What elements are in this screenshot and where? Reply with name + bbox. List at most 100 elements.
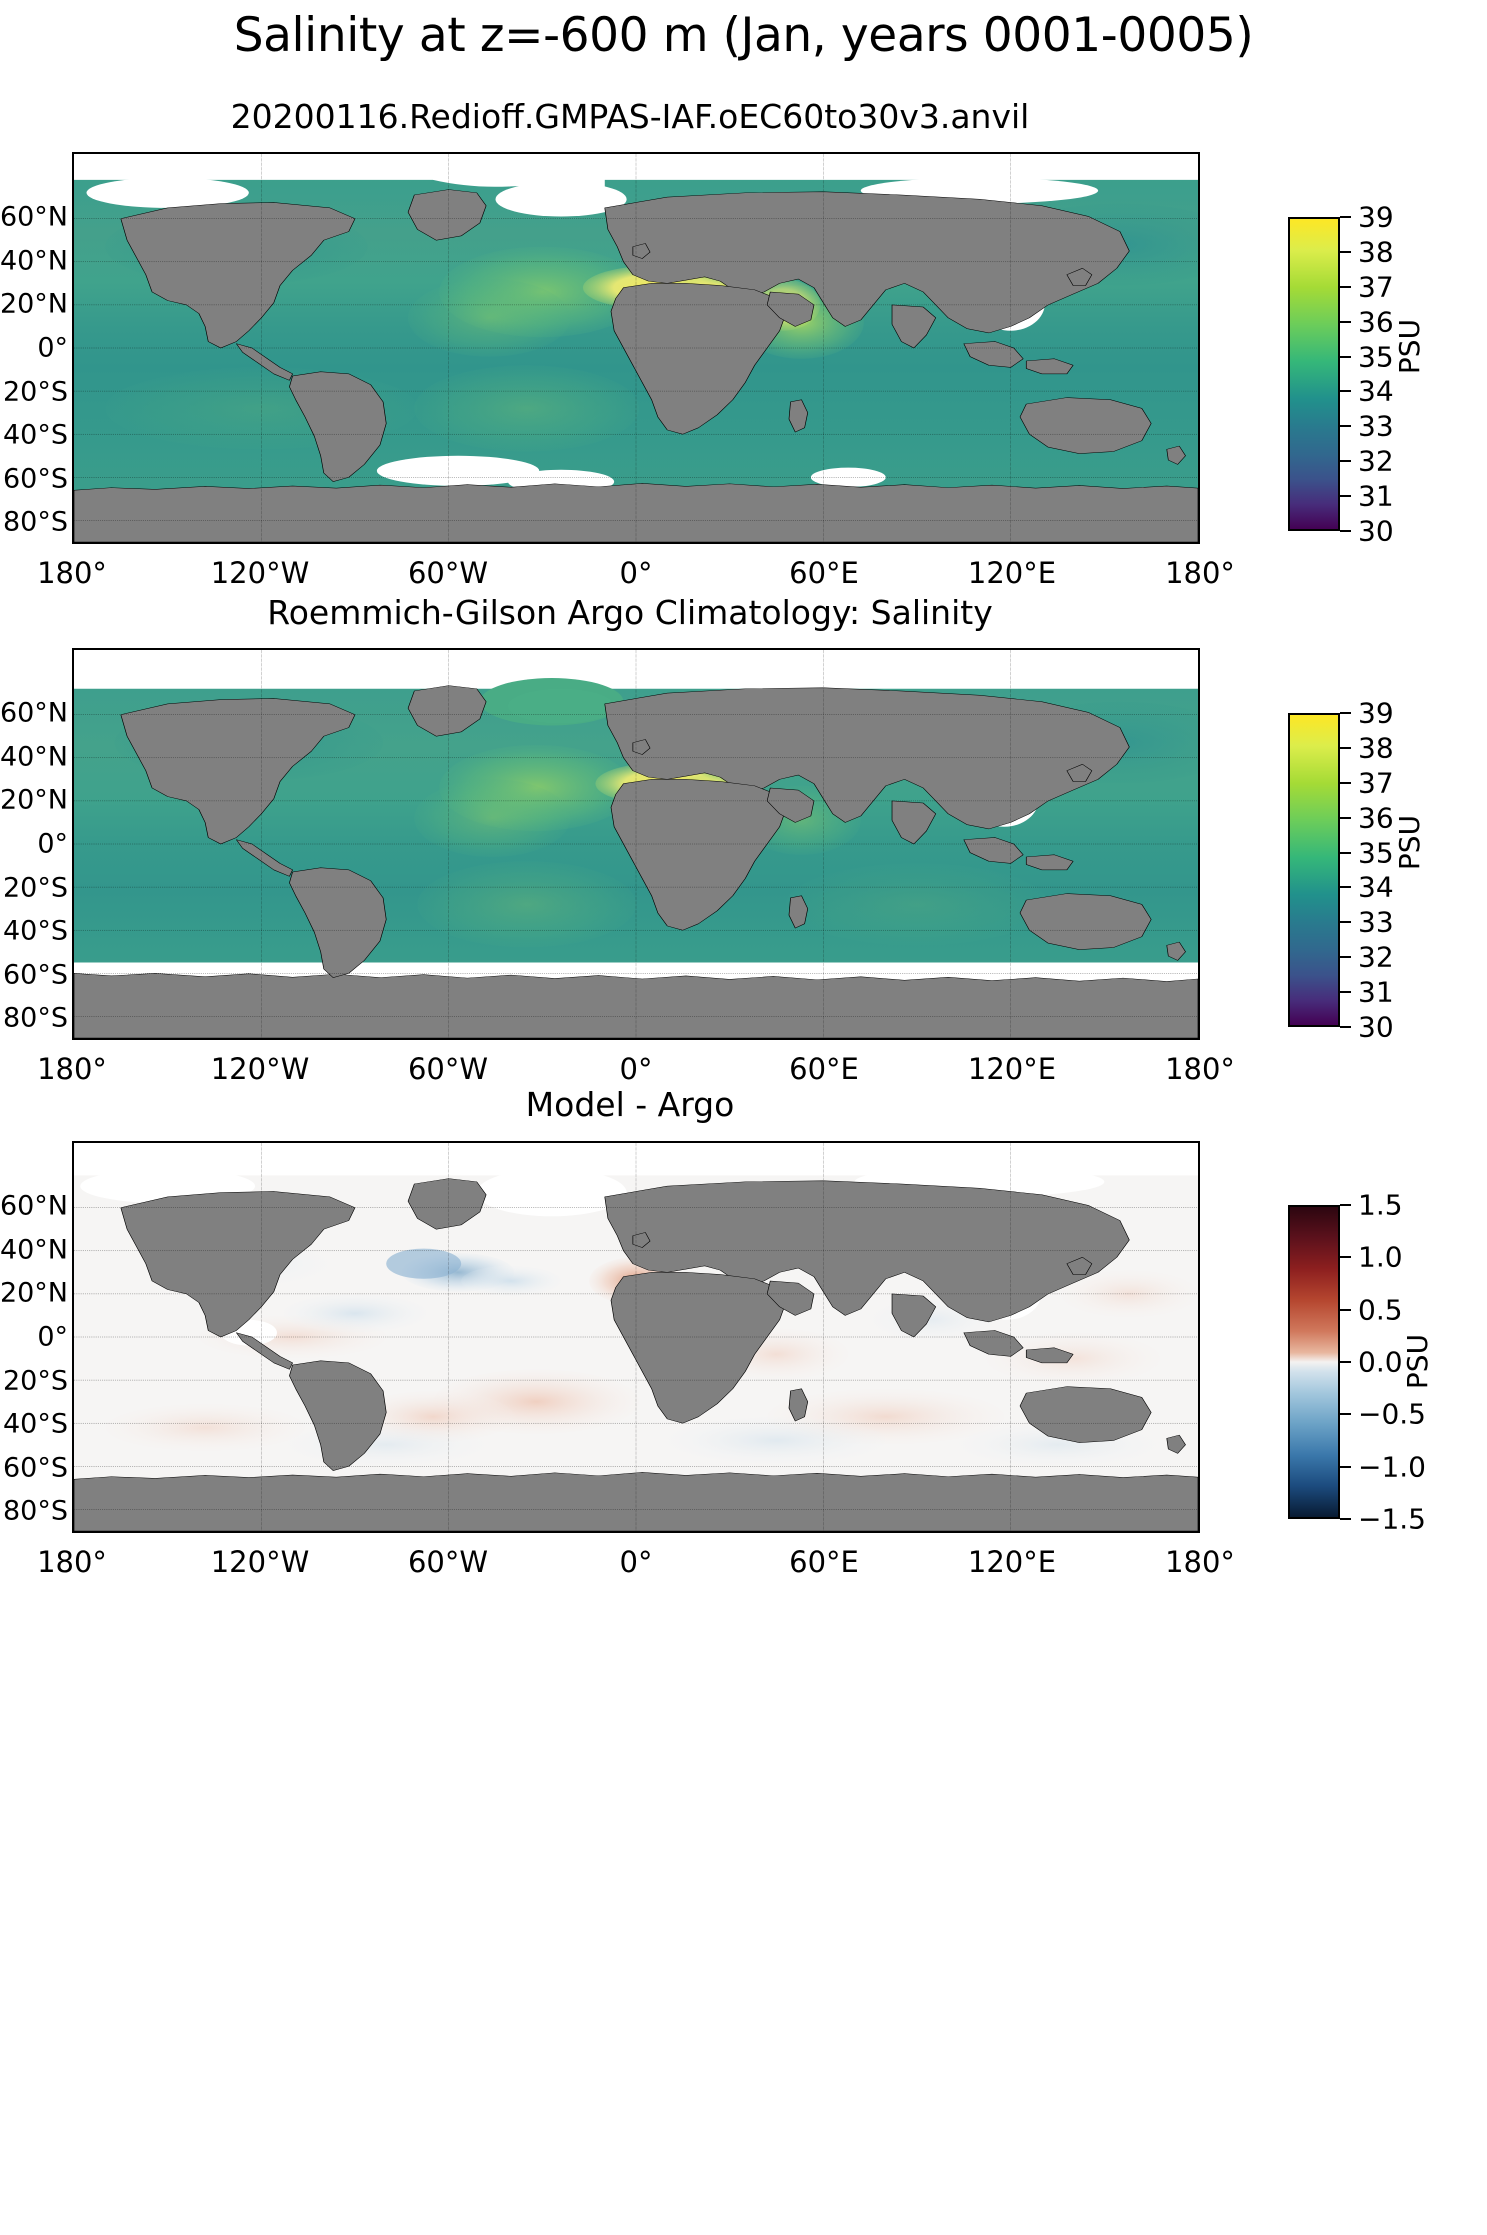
colorbar-ticks-difference: 1.5 1.0 0.5 0.0 −0.5 −1.0 −1.5: [1288, 1189, 1487, 1536]
ytick-diff-60S: 60°S: [3, 1452, 68, 1484]
cbar-model-tick-35: 35: [1358, 340, 1394, 374]
gridlines-argo: [74, 650, 1198, 1038]
ytick-argo-80S: 80°S: [3, 1002, 68, 1034]
ytick-argo-20N: 20°N: [0, 784, 68, 816]
map-axes-difference[interactable]: [72, 1141, 1200, 1533]
map-canvas-argo: [74, 650, 1198, 1038]
cbar-model-tick-33: 33: [1358, 409, 1394, 443]
cbar-argo-tick-36: 36: [1358, 801, 1394, 835]
ytick-diff-20N: 20°N: [0, 1277, 68, 1309]
ytick-labels-difference: 60°N 40°N 20°N 0° 20°S 40°S 60°S 80°S: [0, 1141, 68, 1533]
cbar-model-tick-32: 32: [1358, 444, 1394, 478]
xtick-argo-180E: 180°: [1165, 1052, 1235, 1086]
cbar-model-tick-39: 39: [1358, 200, 1394, 234]
cbar-model-tick-37: 37: [1358, 270, 1394, 304]
cbar-argo-tick-37: 37: [1358, 766, 1394, 800]
cbar-model-tick-31: 31: [1358, 479, 1394, 513]
xtick-diff-180E: 180°: [1165, 1545, 1235, 1579]
ytick-model-60S: 60°S: [3, 463, 68, 495]
ytick-model-40S: 40°S: [3, 419, 68, 451]
xtick-argo-120E: 120°E: [967, 1052, 1057, 1086]
cbar-argo-tick-30: 30: [1358, 1010, 1394, 1044]
colorbar-argo[interactable]: [1288, 713, 1340, 1027]
ytick-diff-40N: 40°N: [0, 1234, 68, 1266]
xtick-model-60W: 60°W: [407, 556, 489, 590]
xtick-model-60E: 60°E: [789, 556, 859, 590]
cbar-diff-tick-n1p0: −1.0: [1358, 1450, 1426, 1484]
xtick-model-120W: 120°W: [210, 556, 310, 590]
ytick-model-20S: 20°S: [3, 376, 68, 408]
cbar-argo-tick-31: 31: [1358, 975, 1394, 1009]
figure-suptitle: Salinity at z=-600 m (Jan, years 0001-00…: [233, 8, 1254, 63]
xtick-model-0: 0°: [619, 556, 653, 590]
map-canvas-difference: [74, 1143, 1198, 1531]
ytick-model-60N: 60°N: [0, 201, 68, 233]
xtick-diff-60E: 60°E: [789, 1545, 859, 1579]
colorbar-label-difference: PSU: [1401, 1333, 1435, 1390]
xtick-argo-0: 0°: [619, 1052, 653, 1086]
ytick-argo-0: 0°: [37, 828, 68, 860]
cbar-argo-tick-33: 33: [1358, 905, 1394, 939]
ytick-argo-40N: 40°N: [0, 741, 68, 773]
ytick-labels-argo: 60°N 40°N 20°N 0° 20°S 40°S 60°S 80°S: [0, 648, 68, 1040]
colorbar-label-model: PSU: [1393, 318, 1427, 375]
ytick-argo-20S: 20°S: [3, 872, 68, 904]
ytick-model-80S: 80°S: [3, 506, 68, 538]
cbar-diff-tick-1p5: 1.5: [1358, 1188, 1403, 1222]
ytick-diff-60N: 60°N: [0, 1190, 68, 1222]
ytick-diff-0: 0°: [37, 1321, 68, 1353]
cbar-model-tick-38: 38: [1358, 235, 1394, 269]
cbar-diff-tick-1p0: 1.0: [1358, 1240, 1403, 1274]
panel-title-model: 20200116.Redioff.GMPAS-IAF.oEC60to30v3.a…: [230, 97, 1030, 136]
xtick-diff-120W: 120°W: [210, 1545, 310, 1579]
cbar-model-tick-30: 30: [1358, 514, 1394, 548]
xtick-argo-180W: 180°: [37, 1052, 107, 1086]
cbar-diff-tick-n1p5: −1.5: [1358, 1502, 1426, 1536]
ytick-argo-40S: 40°S: [3, 915, 68, 947]
ytick-model-0: 0°: [37, 332, 68, 364]
cbar-model-tick-34: 34: [1358, 374, 1394, 408]
colorbar-ticks-model: 39 38 37 36 35 34 33 32 31 30: [1288, 201, 1487, 548]
xtick-diff-180W: 180°: [37, 1545, 107, 1579]
xtick-model-180W: 180°: [37, 556, 107, 590]
colorbar-label-argo: PSU: [1393, 814, 1427, 871]
coastlines-argo: [74, 685, 1198, 1038]
map-axes-model[interactable]: [72, 152, 1200, 544]
ytick-diff-40S: 40°S: [3, 1408, 68, 1440]
cbar-diff-tick-0p5: 0.5: [1358, 1293, 1403, 1327]
coastlines-difference: [74, 1178, 1198, 1531]
xtick-diff-0: 0°: [619, 1545, 653, 1579]
colorbar-model[interactable]: [1288, 217, 1340, 531]
colorbar-ticks-argo: 39 38 37 36 35 34 33 32 31 30: [1288, 697, 1487, 1044]
ytick-diff-80S: 80°S: [3, 1495, 68, 1527]
colorbar-difference[interactable]: [1288, 1205, 1340, 1519]
cbar-argo-tick-38: 38: [1358, 731, 1394, 765]
xtick-argo-60E: 60°E: [789, 1052, 859, 1086]
xtick-model-180E: 180°: [1165, 556, 1235, 590]
map-canvas-model: [74, 154, 1198, 542]
cbar-diff-tick-0p0: 0.0: [1358, 1345, 1403, 1379]
xtick-argo-60W: 60°W: [407, 1052, 489, 1086]
ytick-model-40N: 40°N: [0, 245, 68, 277]
cbar-argo-tick-35: 35: [1358, 836, 1394, 870]
panel-title-difference: Model - Argo: [525, 1085, 735, 1124]
xtick-diff-120E: 120°E: [967, 1545, 1057, 1579]
ytick-model-20N: 20°N: [0, 288, 68, 320]
gridlines-model: [74, 154, 1198, 542]
cbar-argo-tick-32: 32: [1358, 940, 1394, 974]
xtick-model-120E: 120°E: [967, 556, 1057, 590]
xtick-argo-120W: 120°W: [210, 1052, 310, 1086]
cbar-argo-tick-39: 39: [1358, 696, 1394, 730]
gridlines-difference: [74, 1143, 1198, 1531]
map-axes-argo[interactable]: [72, 648, 1200, 1040]
ytick-argo-60S: 60°S: [3, 959, 68, 991]
ytick-labels-model: 60°N 40°N 20°N 0° 20°S 40°S 60°S 80°S: [0, 152, 68, 544]
xtick-diff-60W: 60°W: [407, 1545, 489, 1579]
cbar-model-tick-36: 36: [1358, 305, 1394, 339]
cbar-diff-tick-n0p5: −0.5: [1358, 1397, 1426, 1431]
ytick-argo-60N: 60°N: [0, 697, 68, 729]
panel-title-argo: Roemmich-Gilson Argo Climatology: Salini…: [267, 593, 993, 632]
cbar-argo-tick-34: 34: [1358, 870, 1394, 904]
ytick-diff-20S: 20°S: [3, 1365, 68, 1397]
